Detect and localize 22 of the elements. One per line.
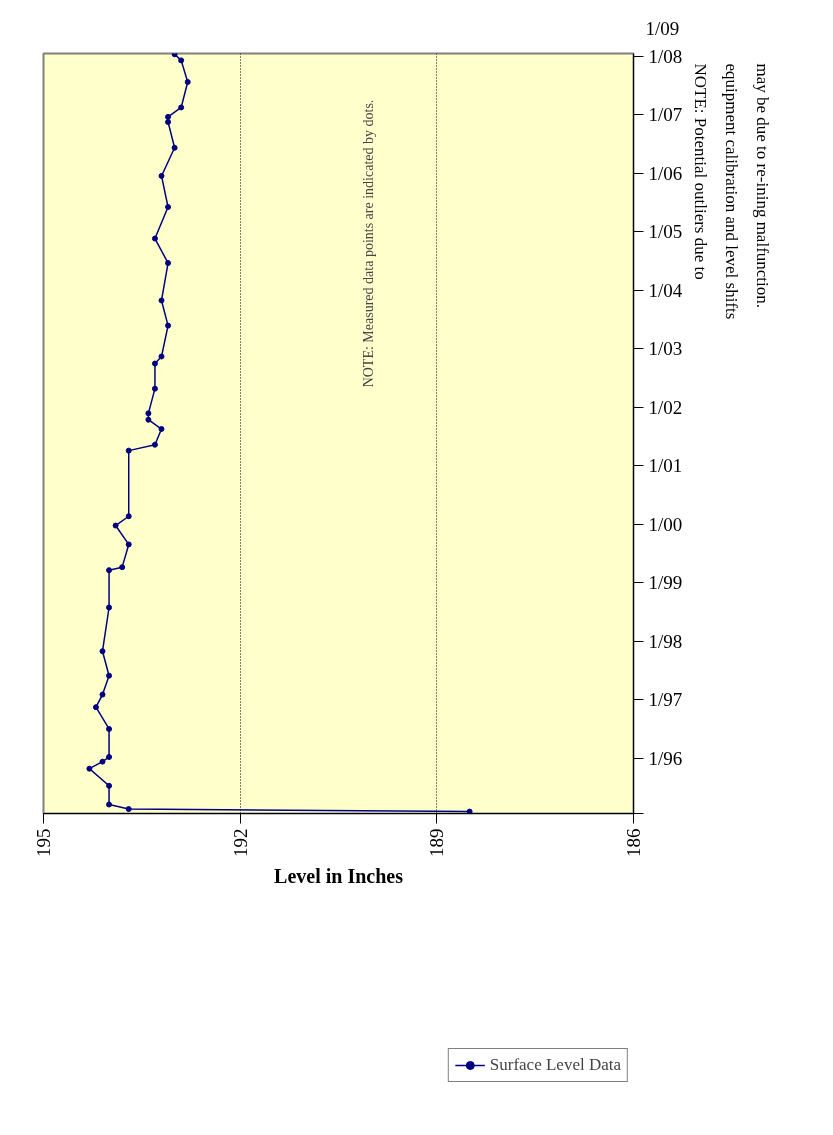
x-axis-title: Level in Inches — [274, 865, 404, 887]
x-tick-label: 189 — [426, 828, 448, 857]
y-tick-label: 1/08 — [648, 46, 683, 68]
y-tick-label: 1/03 — [648, 338, 683, 360]
x-tick-label: 186 — [623, 828, 644, 857]
x-tick-label: 192 — [229, 828, 251, 857]
x-tick-label: 195 — [33, 828, 54, 857]
y-tick-label: 1/06 — [648, 162, 683, 184]
y-tick-label: 1/96 — [648, 747, 683, 769]
annotation: NOTE: Measured data points are indicated by dots. — [360, 99, 376, 388]
y-tick-label: 1/01 — [648, 455, 683, 477]
text: 1/09 — [645, 17, 680, 39]
y-tick-label: 1/98 — [648, 630, 683, 652]
y-tick-label: 1/04 — [648, 279, 683, 301]
y-tick-label: 1/99 — [648, 572, 683, 594]
y-tick-label: 1/97 — [648, 689, 683, 711]
y-tick-label: 1/07 — [648, 104, 683, 126]
y-tick-label: 1/05 — [648, 221, 683, 243]
text: NOTE: Potential outliers due to equipment calibration and level shifts may be due to re-ining malfunction. — [690, 63, 772, 320]
y-tick-label: 1/00 — [648, 513, 683, 535]
y-tick-label: 1/02 — [648, 396, 683, 418]
legend-label: Surface Level Data — [489, 1055, 621, 1076]
